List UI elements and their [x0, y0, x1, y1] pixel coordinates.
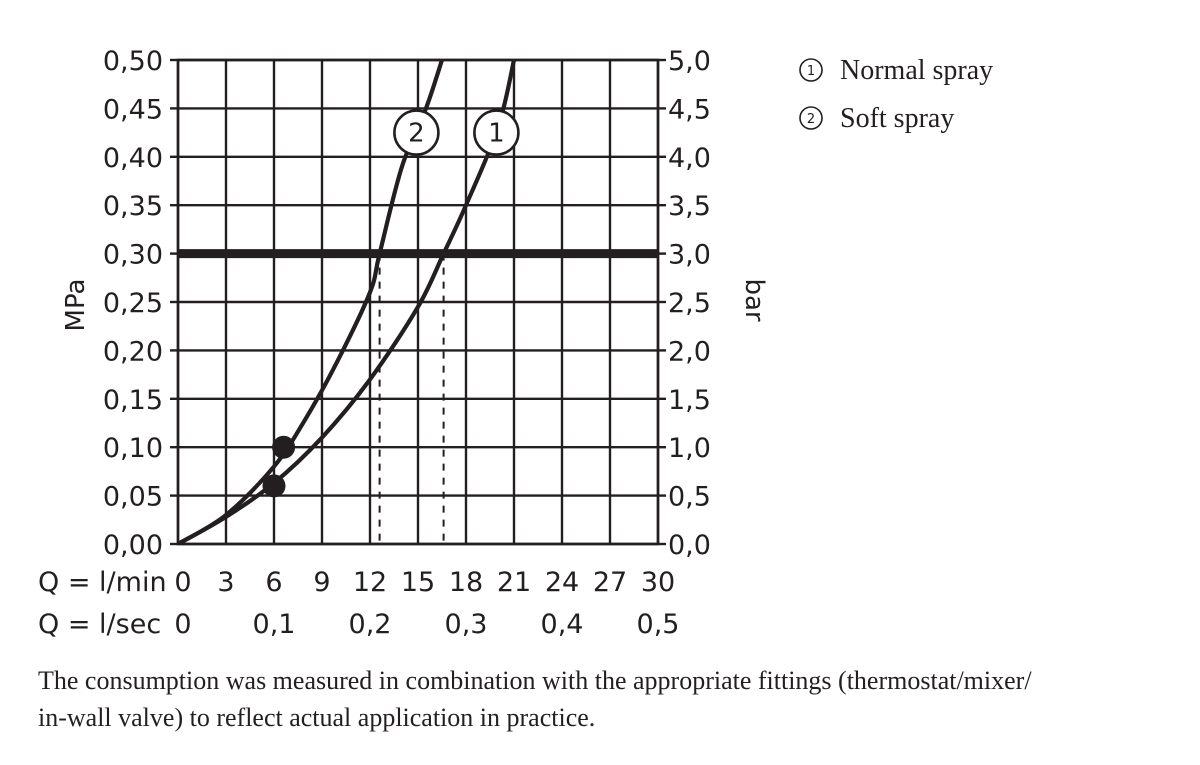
caption-line-2: in-wall valve) to reflect actual applica… — [38, 703, 596, 732]
right-tick-label: 4,5 — [668, 94, 711, 125]
left-tick-label: 0,50 — [103, 46, 163, 77]
x-tick-label-lmin: 30 — [641, 567, 675, 598]
left-axis-title: MPa — [61, 279, 91, 332]
x-tick-label-lsec: 0,1 — [253, 609, 296, 640]
right-tick-label: 2,0 — [668, 336, 711, 367]
x-tick-label-lmin: 27 — [593, 567, 627, 598]
left-tick-label: 0,25 — [103, 288, 163, 319]
curve-label-circle-2 — [393, 109, 440, 156]
x-tick-label-lmin: 15 — [401, 567, 435, 598]
legend-symbol-number-1: 1 — [807, 64, 815, 79]
left-tick-label: 0,30 — [103, 240, 163, 271]
legend: 1 Normal spray 2 Soft spray — [799, 55, 993, 134]
legend-symbol-number-2: 2 — [807, 112, 815, 127]
x-axis-row-label-lsec: Q = l/sec — [38, 609, 161, 640]
right-tick-label: 3,5 — [668, 191, 711, 222]
curve-label-circle-1 — [473, 109, 520, 156]
left-tick-label: 0,40 — [103, 143, 163, 174]
right-tick-label: 0,0 — [668, 530, 711, 561]
x-tick-label-lsec: 0,4 — [541, 609, 584, 640]
right-tick-label: 0,5 — [668, 482, 711, 513]
left-tick-label: 0,15 — [103, 385, 163, 416]
left-tick-label: 0,00 — [103, 530, 163, 561]
x-tick-label-lmin: 6 — [265, 567, 282, 598]
caption: The consumption was measured in combinat… — [38, 662, 1178, 736]
left-tick-label: 0,10 — [103, 433, 163, 464]
curve-label-number-2: 2 — [408, 119, 425, 149]
x-tick-label-lsec: 0,5 — [637, 609, 680, 640]
left-tick-label: 0,35 — [103, 191, 163, 222]
min-flow-point-series-2 — [272, 435, 296, 459]
right-tick-label: 5,0 — [668, 46, 711, 77]
right-tick-label: 3,0 — [668, 240, 711, 271]
caption-line-1: The consumption was measured in combinat… — [38, 666, 1032, 695]
x-tick-label-lmin: 3 — [217, 567, 234, 598]
x-tick-label-lmin: 24 — [545, 567, 579, 598]
min-flow-point-series-1 — [262, 474, 286, 498]
legend-label-2: Soft spray — [840, 103, 954, 134]
curves: 12 — [178, 60, 520, 544]
series-line-1 — [178, 60, 517, 544]
x-tick-label-lmin: 0 — [174, 567, 191, 598]
legend-symbol-circle-2 — [799, 106, 823, 130]
left-tick-label: 0,45 — [103, 94, 163, 125]
x-tick-label-lmin: 21 — [497, 567, 531, 598]
curve-label-number-1: 1 — [488, 119, 505, 149]
right-tick-label: 1,5 — [668, 385, 711, 416]
plot-frame — [176, 58, 660, 546]
right-tick-label: 2,5 — [668, 288, 711, 319]
legend-label-1: Normal spray — [840, 55, 993, 86]
x-tick-label-lsec: 0,2 — [349, 609, 392, 640]
right-axis-title: bar — [739, 278, 769, 321]
right-tick-label: 4,0 — [668, 143, 711, 174]
left-tick-label: 0,05 — [103, 482, 163, 513]
x-tick-label-lmin: 9 — [313, 567, 330, 598]
x-tick-label-lsec: 0,3 — [445, 609, 488, 640]
x-tick-label-lmin: 12 — [353, 567, 387, 598]
right-tick-label: 1,0 — [668, 433, 711, 464]
x-axis-row-label-lmin: Q = l/min — [38, 567, 167, 598]
x-tick-label-lmin: 18 — [449, 567, 483, 598]
left-tick-label: 0,20 — [103, 336, 163, 367]
x-tick-label-lsec: 0 — [174, 609, 191, 640]
legend-symbol-circle-1 — [799, 58, 823, 82]
axes: 0,50 5,00,45 4,50,40 4,00,35 3,50,30 3,00,25 2… — [38, 46, 769, 640]
